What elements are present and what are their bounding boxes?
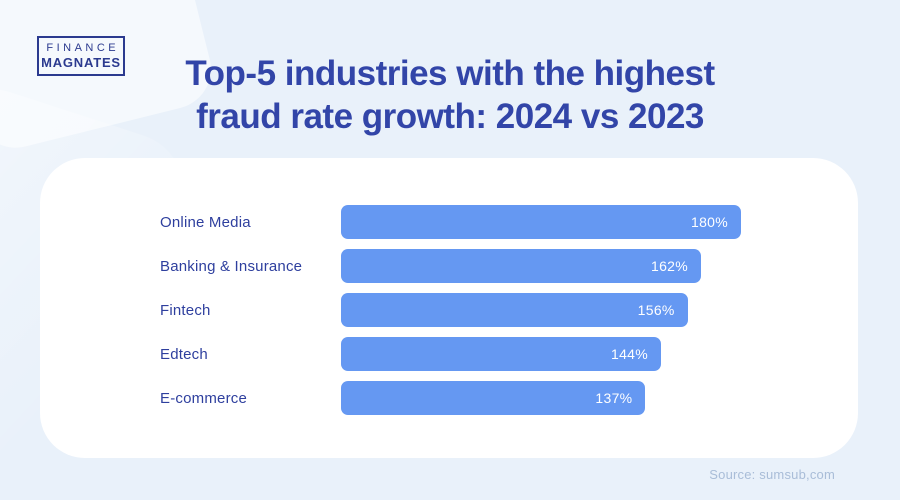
source-attribution: Source: sumsub,com [709,467,835,482]
bar-value-label: 137% [595,390,633,406]
bar-chart: Online Media 180% Banking & Insurance 16… [160,205,858,415]
category-label: Edtech [160,345,208,363]
bar-row: E-commerce 137% [160,381,858,415]
logo-text-finance: FINANCE [46,42,120,54]
page-title-line2: fraud rate growth: 2024 vs 2023 [196,97,704,136]
bar-track: 162% [341,249,741,283]
bar: 137% [341,381,646,415]
category-label: Banking & Insurance [160,257,303,275]
bar-track: 144% [341,337,741,371]
bar-value-label: 162% [650,258,688,274]
bar-row: Fintech 156% [160,293,858,327]
bar-value-label: 156% [637,302,675,318]
bar-track: 180% [341,205,741,239]
finance-magnates-logo: FINANCE MAGNATES [37,36,125,76]
page-title: Top-5 industries with the highest fraud … [0,52,900,138]
bar-value-label: 144% [610,346,648,362]
bar: 156% [341,293,688,327]
category-label: Online Media [160,213,251,231]
bar-track: 137% [341,381,741,415]
bar-row: Edtech 144% [160,337,858,371]
bar-value-label: 180% [690,214,728,230]
bar: 180% [341,205,741,239]
bar: 162% [341,249,701,283]
category-label: E-commerce [160,389,248,407]
bar-row: Banking & Insurance 162% [160,249,858,283]
logo-text-magnates: MAGNATES [41,55,121,70]
bar: 144% [341,337,661,371]
page-title-line1: Top-5 industries with the highest [185,54,715,93]
bar-row: Online Media 180% [160,205,858,239]
bar-track: 156% [341,293,741,327]
chart-card: Online Media 180% Banking & Insurance 16… [40,158,858,458]
category-label: Fintech [160,301,211,319]
